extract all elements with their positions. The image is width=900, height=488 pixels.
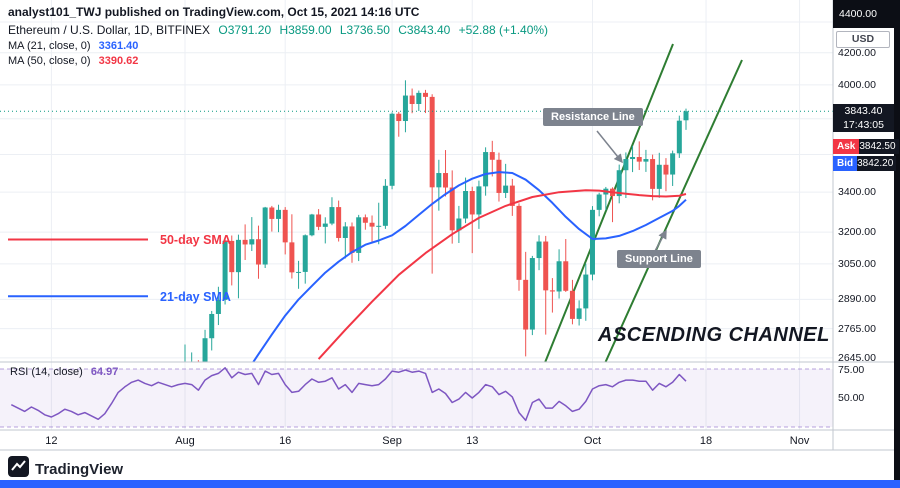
time-tick-label: Nov [789, 435, 810, 447]
price-axis[interactable]: 4200.00 4000.00 3400.00 3200.00 3050.00 2890.… [833, 0, 894, 450]
price-tick-4400: 4400.00 [839, 8, 877, 20]
time-tick-label: Oct [583, 435, 602, 447]
time-tick-label: 13 [466, 435, 479, 447]
time-tick-label: 18 [699, 435, 713, 447]
tradingview-logo-icon [8, 456, 29, 482]
right-edge-strip [894, 0, 900, 480]
support-line-callout: Support Line [617, 250, 701, 268]
ma50-legend-row: MA (50, close, 0) 3390.62 [8, 55, 138, 67]
ask-badge[interactable]: Ask 3842.50 [833, 139, 899, 154]
ascending-channel-label: ASCENDING CHANNEL [598, 324, 830, 346]
ohlc-low: L3736.50 [339, 23, 390, 37]
ohlc-high: H3859.00 [279, 23, 332, 37]
bottom-accent-bar [0, 480, 900, 488]
sma21-annotation-label: 21-day SMA [160, 290, 231, 304]
time-tick-label: 16 [279, 435, 292, 447]
axis-top-tick: 4400.00 [833, 0, 900, 28]
time-axis[interactable]: 12 Aug 16 Sep 13 Oct 18 Nov [0, 430, 833, 450]
resistance-line-callout: Resistance Line [543, 108, 643, 126]
ohlc-open: O3791.20 [218, 23, 272, 37]
tradingview-wordmark: TradingView [35, 460, 124, 478]
price-tick-label: 3400.00 [838, 186, 876, 199]
countdown-timer: 17:43:05 [843, 119, 884, 132]
rsi-legend-label[interactable]: RSI (14, close) [10, 366, 83, 378]
time-tick-label: 12 [45, 435, 58, 447]
price-tick-label: 2890.00 [838, 293, 876, 306]
time-tick-label: Aug [175, 435, 195, 447]
rsi-value: 64.97 [90, 366, 119, 378]
rsi-tick-label: 75.00 [838, 364, 865, 376]
ask-label: Ask [833, 139, 860, 154]
price-tick-label: 2765.00 [838, 322, 876, 335]
ask-value: 3842.50 [859, 139, 899, 154]
ma21-value: 3361.40 [98, 40, 139, 52]
rsi-legend-row: RSI (14, close) 64.97 [10, 366, 118, 378]
bid-badge[interactable]: Bid 3842.20 [833, 156, 897, 171]
price-tick-label: 2645.00 [838, 351, 876, 364]
price-tick-label: 3050.00 [838, 257, 876, 270]
last-price-value: 3843.40 [844, 105, 883, 118]
price-tick-label: 4200.00 [838, 46, 876, 59]
last-price-badge: 3843.40 17:43:05 [833, 104, 894, 133]
rsi-tick-label: 50.00 [838, 392, 865, 404]
attribution-text: analyst101_TWJ published on TradingView.… [8, 5, 420, 19]
time-tick-label: Sep [382, 435, 402, 447]
currency-button[interactable]: USD [836, 31, 890, 48]
ohlc-change: +52.88 (+1.40%) [458, 23, 549, 37]
price-tick-label: 3200.00 [838, 226, 876, 239]
ma50-value: 3390.62 [98, 55, 139, 67]
ohlc-close: C3843.40 [398, 23, 451, 37]
symbol-title[interactable]: Ethereum / U.S. Dollar, 1D, BITFINEX [8, 23, 211, 37]
chart-legend: Ethereum / U.S. Dollar, 1D, BITFINEX O37… [8, 23, 548, 37]
sma50-annotation-label: 50-day SMA [160, 233, 231, 247]
ma21-legend-row: MA (21, close, 0) 3361.40 [8, 40, 138, 52]
bid-label: Bid [833, 156, 858, 171]
bid-value: 3842.20 [857, 156, 897, 171]
ma50-legend-label[interactable]: MA (50, close, 0) [8, 55, 91, 67]
price-tick-label: 4000.00 [838, 78, 876, 91]
tradingview-logo[interactable]: TradingView [8, 456, 123, 482]
ma21-legend-label[interactable]: MA (21, close, 0) [8, 40, 91, 52]
